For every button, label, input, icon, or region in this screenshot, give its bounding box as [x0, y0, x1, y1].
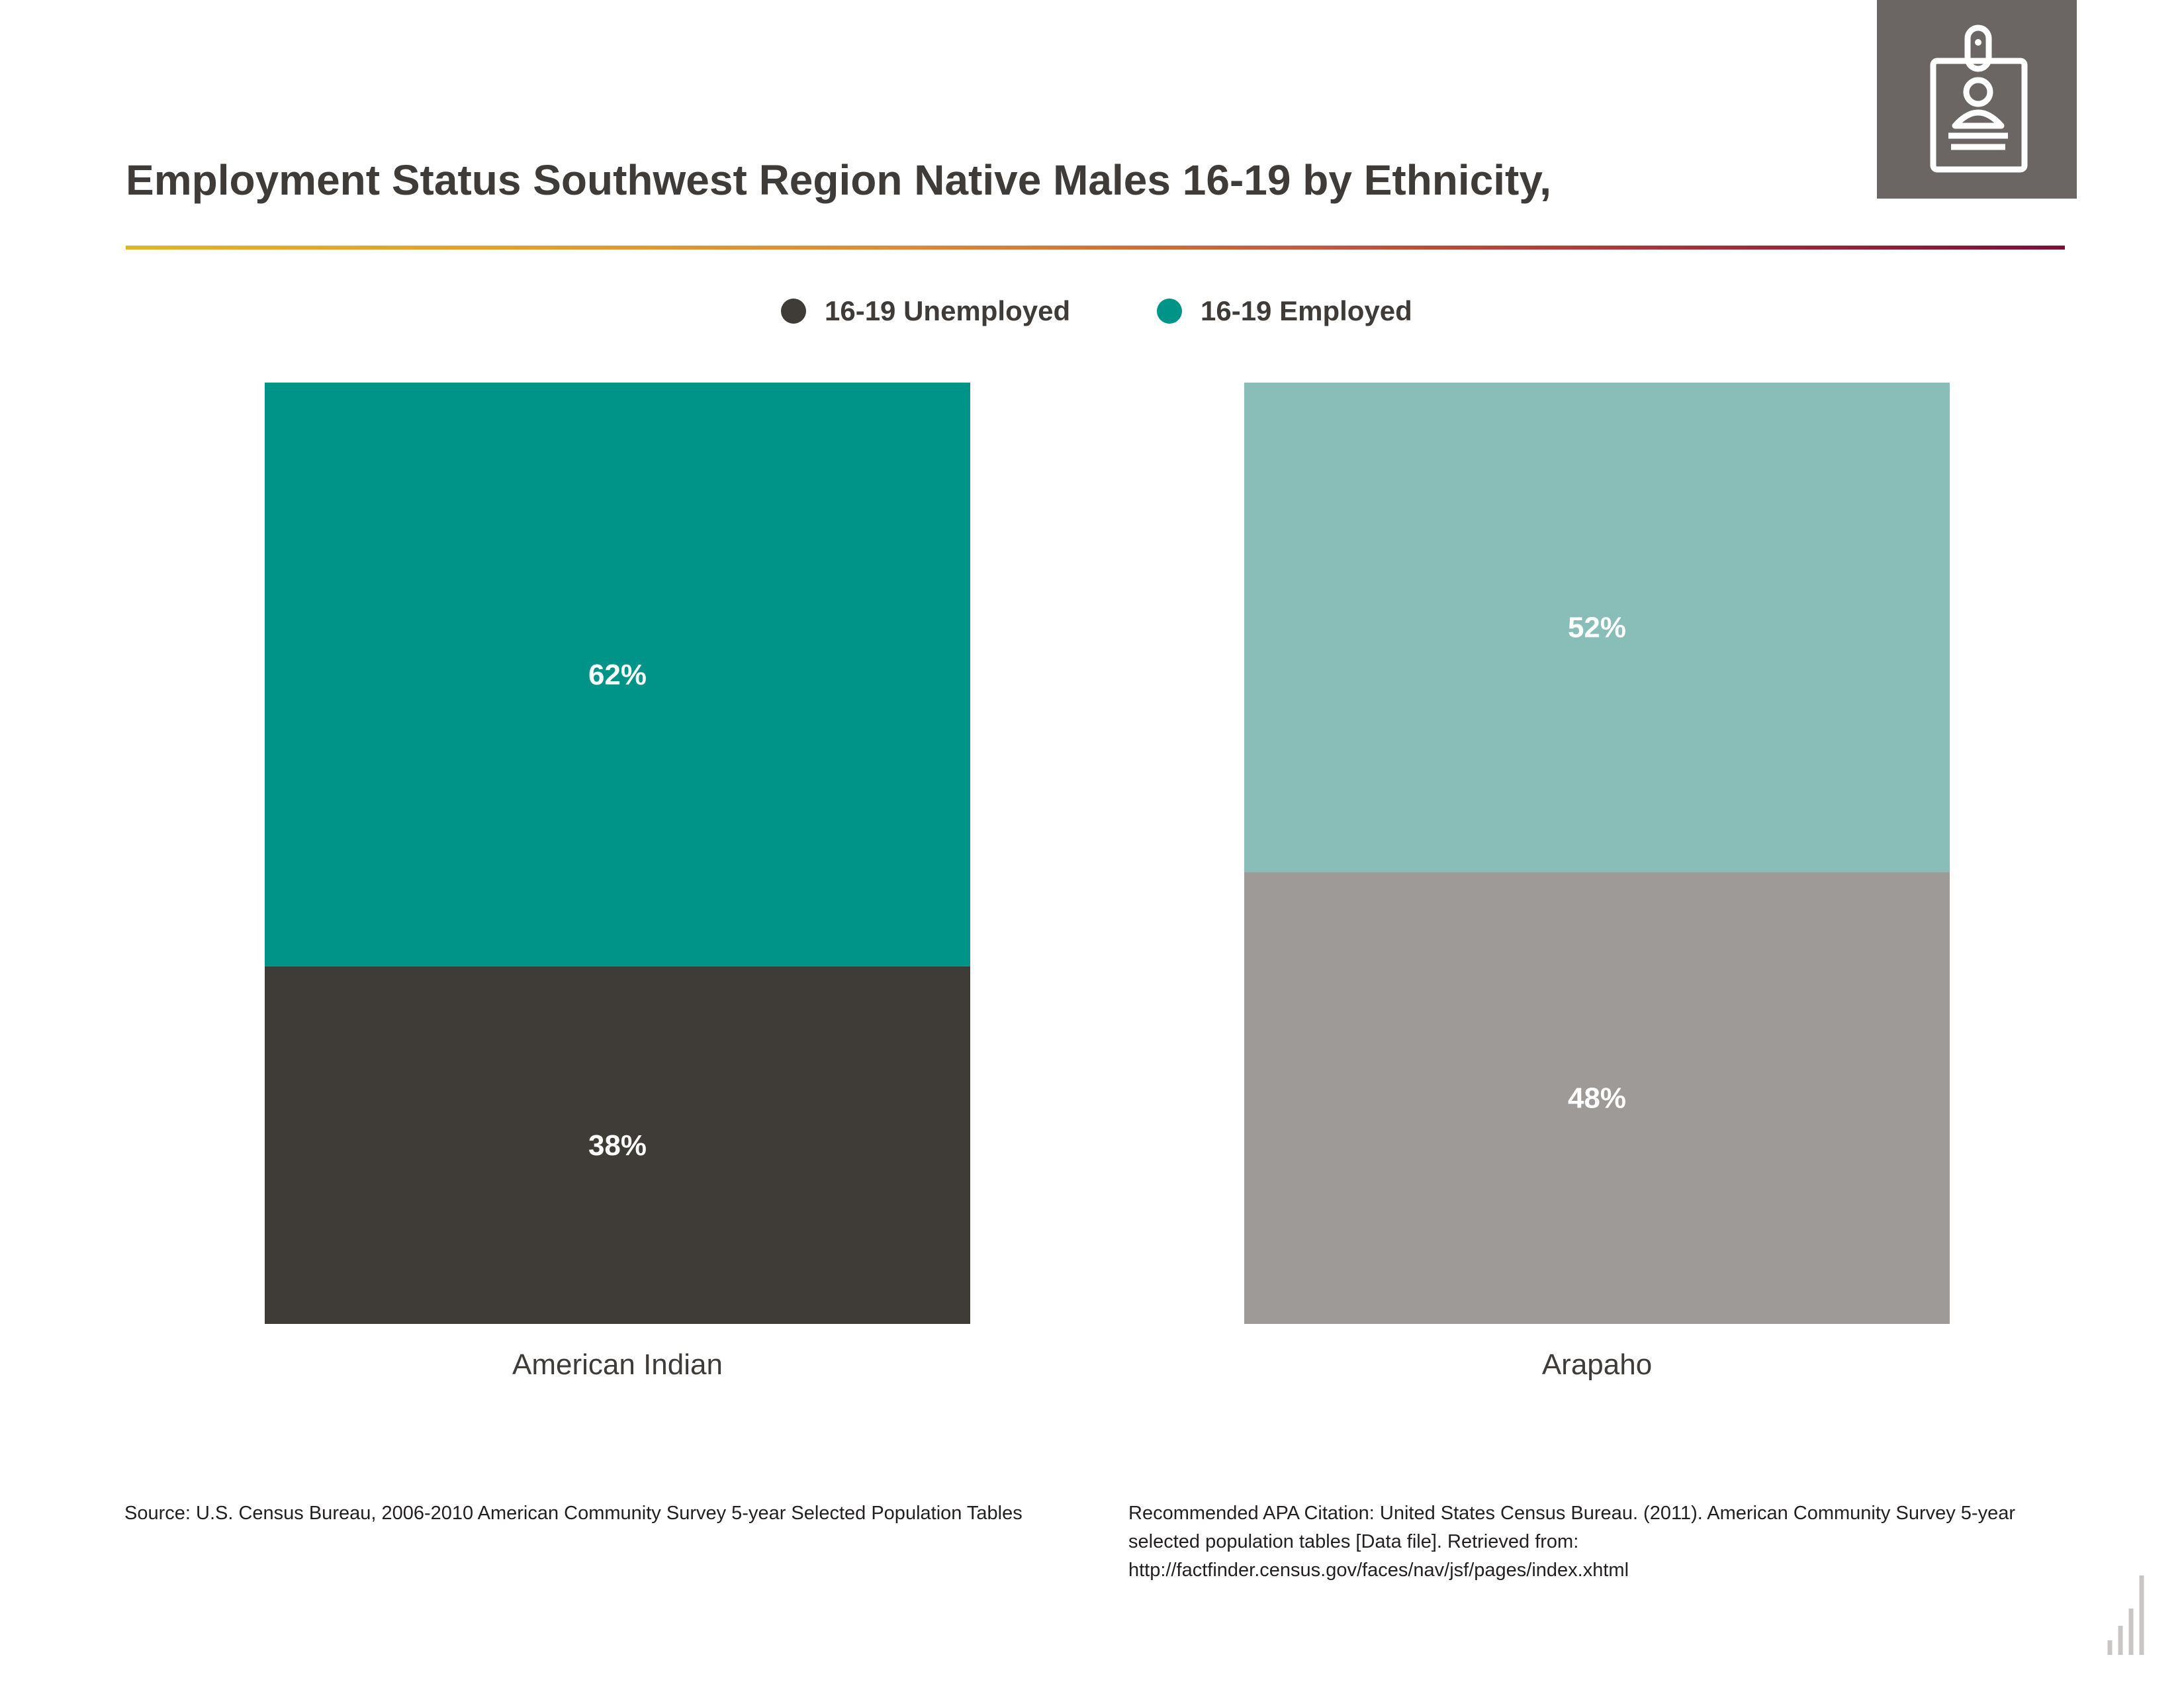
bar-segment-american-indian-employed	[265, 383, 970, 966]
data-label-arapaho-employed: 52%	[1568, 612, 1626, 644]
title-divider	[126, 246, 2065, 250]
legend-label-employed: 16-19 Employed	[1201, 295, 1412, 326]
id-badge-person-icon	[1930, 24, 2028, 173]
bar-segment-arapaho-unemployed	[1244, 872, 1950, 1324]
data-label-american-indian-unemployed: 38%	[588, 1129, 647, 1162]
legend-item-employed: 16-19 Employed	[1157, 291, 1412, 331]
bar-chart-icon	[2107, 1575, 2144, 1655]
source-note: Source: U.S. Census Bureau, 2006-2010 Am…	[124, 1503, 1023, 1524]
data-label-american-indian-employed: 62%	[588, 659, 647, 691]
bar-segment-american-indian-unemployed	[265, 966, 970, 1324]
legend-item-unemployed: 16-19 Unemployed	[781, 291, 1070, 331]
bar-segment-arapaho-employed	[1244, 383, 1950, 872]
citation-note: Recommended APA Citation: United States …	[1128, 1503, 2016, 1581]
data-label-arapaho-unemployed: 48%	[1568, 1082, 1626, 1115]
chart-legend: 16-19 Unemployed 16-19 Employed	[0, 291, 2184, 331]
id-badge-icon	[1877, 0, 2077, 199]
category-label-arapaho: Arapaho	[1542, 1348, 1652, 1381]
chart-title: Employment Status Southwest Region Nativ…	[126, 156, 1551, 204]
legend-swatch-unemployed	[781, 299, 806, 324]
category-label-american-indian: American Indian	[512, 1348, 723, 1381]
legend-swatch-employed	[1157, 299, 1182, 324]
legend-label-unemployed: 16-19 Unemployed	[825, 295, 1071, 326]
